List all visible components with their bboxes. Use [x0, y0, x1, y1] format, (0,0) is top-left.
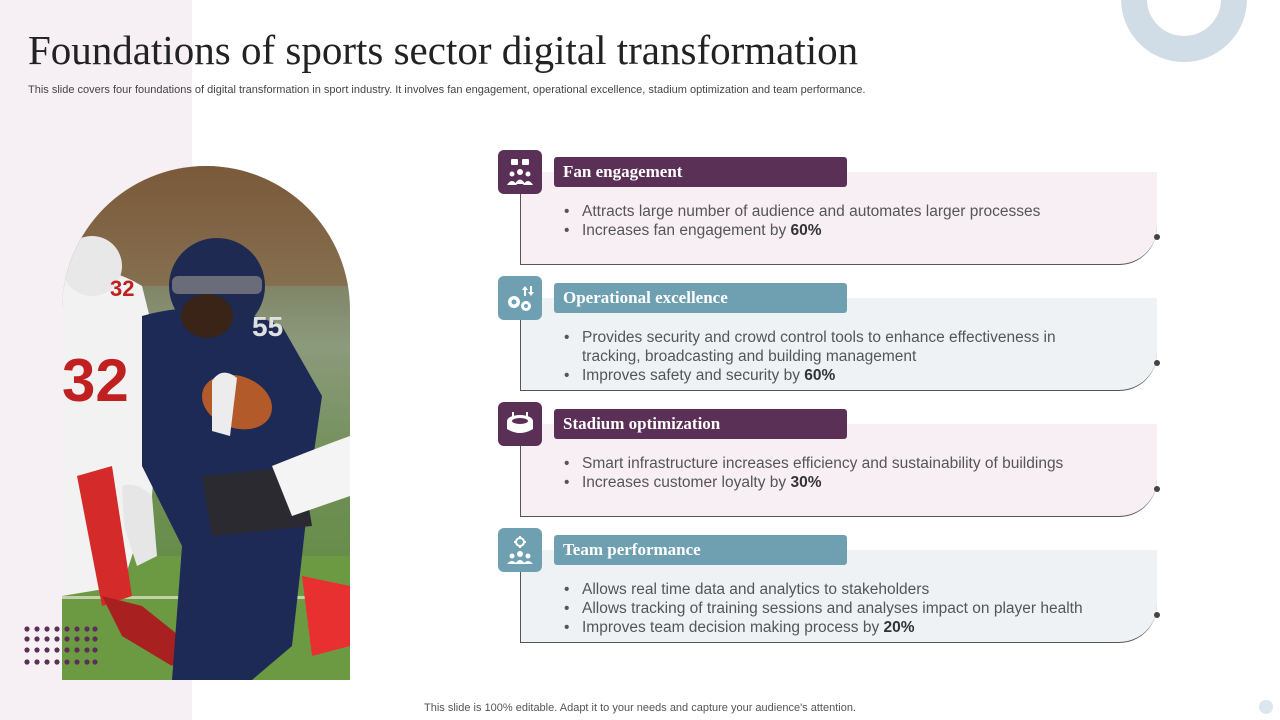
team-icon: [498, 528, 542, 572]
card-operational-excellence: Operational excellence Provides security…: [498, 276, 1160, 392]
card-team-performance: Team performance Allows real time data a…: [498, 528, 1160, 644]
decorative-dot-grid: [24, 626, 98, 665]
list-item: Provides security and crowd control tool…: [564, 328, 1104, 366]
list-item: Improves team decision making process by…: [564, 618, 1104, 637]
connector-dot: [1154, 486, 1160, 492]
footer-note: This slide is 100% editable. Adapt it to…: [424, 702, 856, 714]
page-title: Foundations of sports sector digital tra…: [28, 27, 859, 73]
page-subtitle: This slide covers four foundations of di…: [28, 84, 866, 96]
bullet-list: Smart infrastructure increases efficienc…: [564, 454, 1104, 492]
connector-dot: [1154, 612, 1160, 618]
gears-icon: [498, 276, 542, 320]
card-fan-engagement: Fan engagement Attracts large number of …: [498, 150, 1160, 266]
connector-dot: [1154, 360, 1160, 366]
card-heading: Fan engagement: [554, 157, 847, 187]
svg-text:32: 32: [62, 347, 129, 414]
decorative-ring: [1121, 0, 1247, 62]
card-stadium-optimization: Stadium optimization Smart infrastructur…: [498, 402, 1160, 518]
connector-dot: [1154, 234, 1160, 240]
metric-value: 20%: [883, 619, 915, 636]
metric-value: 30%: [790, 474, 822, 491]
list-item: Attracts large number of audience and au…: [564, 202, 1104, 221]
card-heading: Operational excellence: [554, 283, 847, 313]
svg-text:55: 55: [252, 311, 283, 342]
metric-value: 60%: [790, 222, 822, 239]
card-heading: Team performance: [554, 535, 847, 565]
audience-icon: [498, 150, 542, 194]
list-item: Allows real time data and analytics to s…: [564, 580, 1104, 599]
card-heading: Stadium optimization: [554, 409, 847, 439]
list-item: Improves safety and security by 60%: [564, 366, 1104, 385]
list-item: Increases customer loyalty by 30%: [564, 473, 1104, 492]
list-item: Increases fan engagement by 60%: [564, 221, 1104, 240]
list-item: Smart infrastructure increases efficienc…: [564, 454, 1104, 473]
list-item: Allows tracking of training sessions and…: [564, 599, 1104, 618]
svg-text:32: 32: [110, 276, 134, 301]
stadium-icon: [498, 402, 542, 446]
bullet-list: Attracts large number of audience and au…: [564, 202, 1104, 240]
bullet-list: Allows real time data and analytics to s…: [564, 580, 1104, 637]
football-player-photo: 32 32 55: [62, 166, 350, 680]
metric-value: 60%: [804, 367, 836, 384]
decorative-corner-dot: [1259, 700, 1273, 714]
bullet-list: Provides security and crowd control tool…: [564, 328, 1104, 385]
